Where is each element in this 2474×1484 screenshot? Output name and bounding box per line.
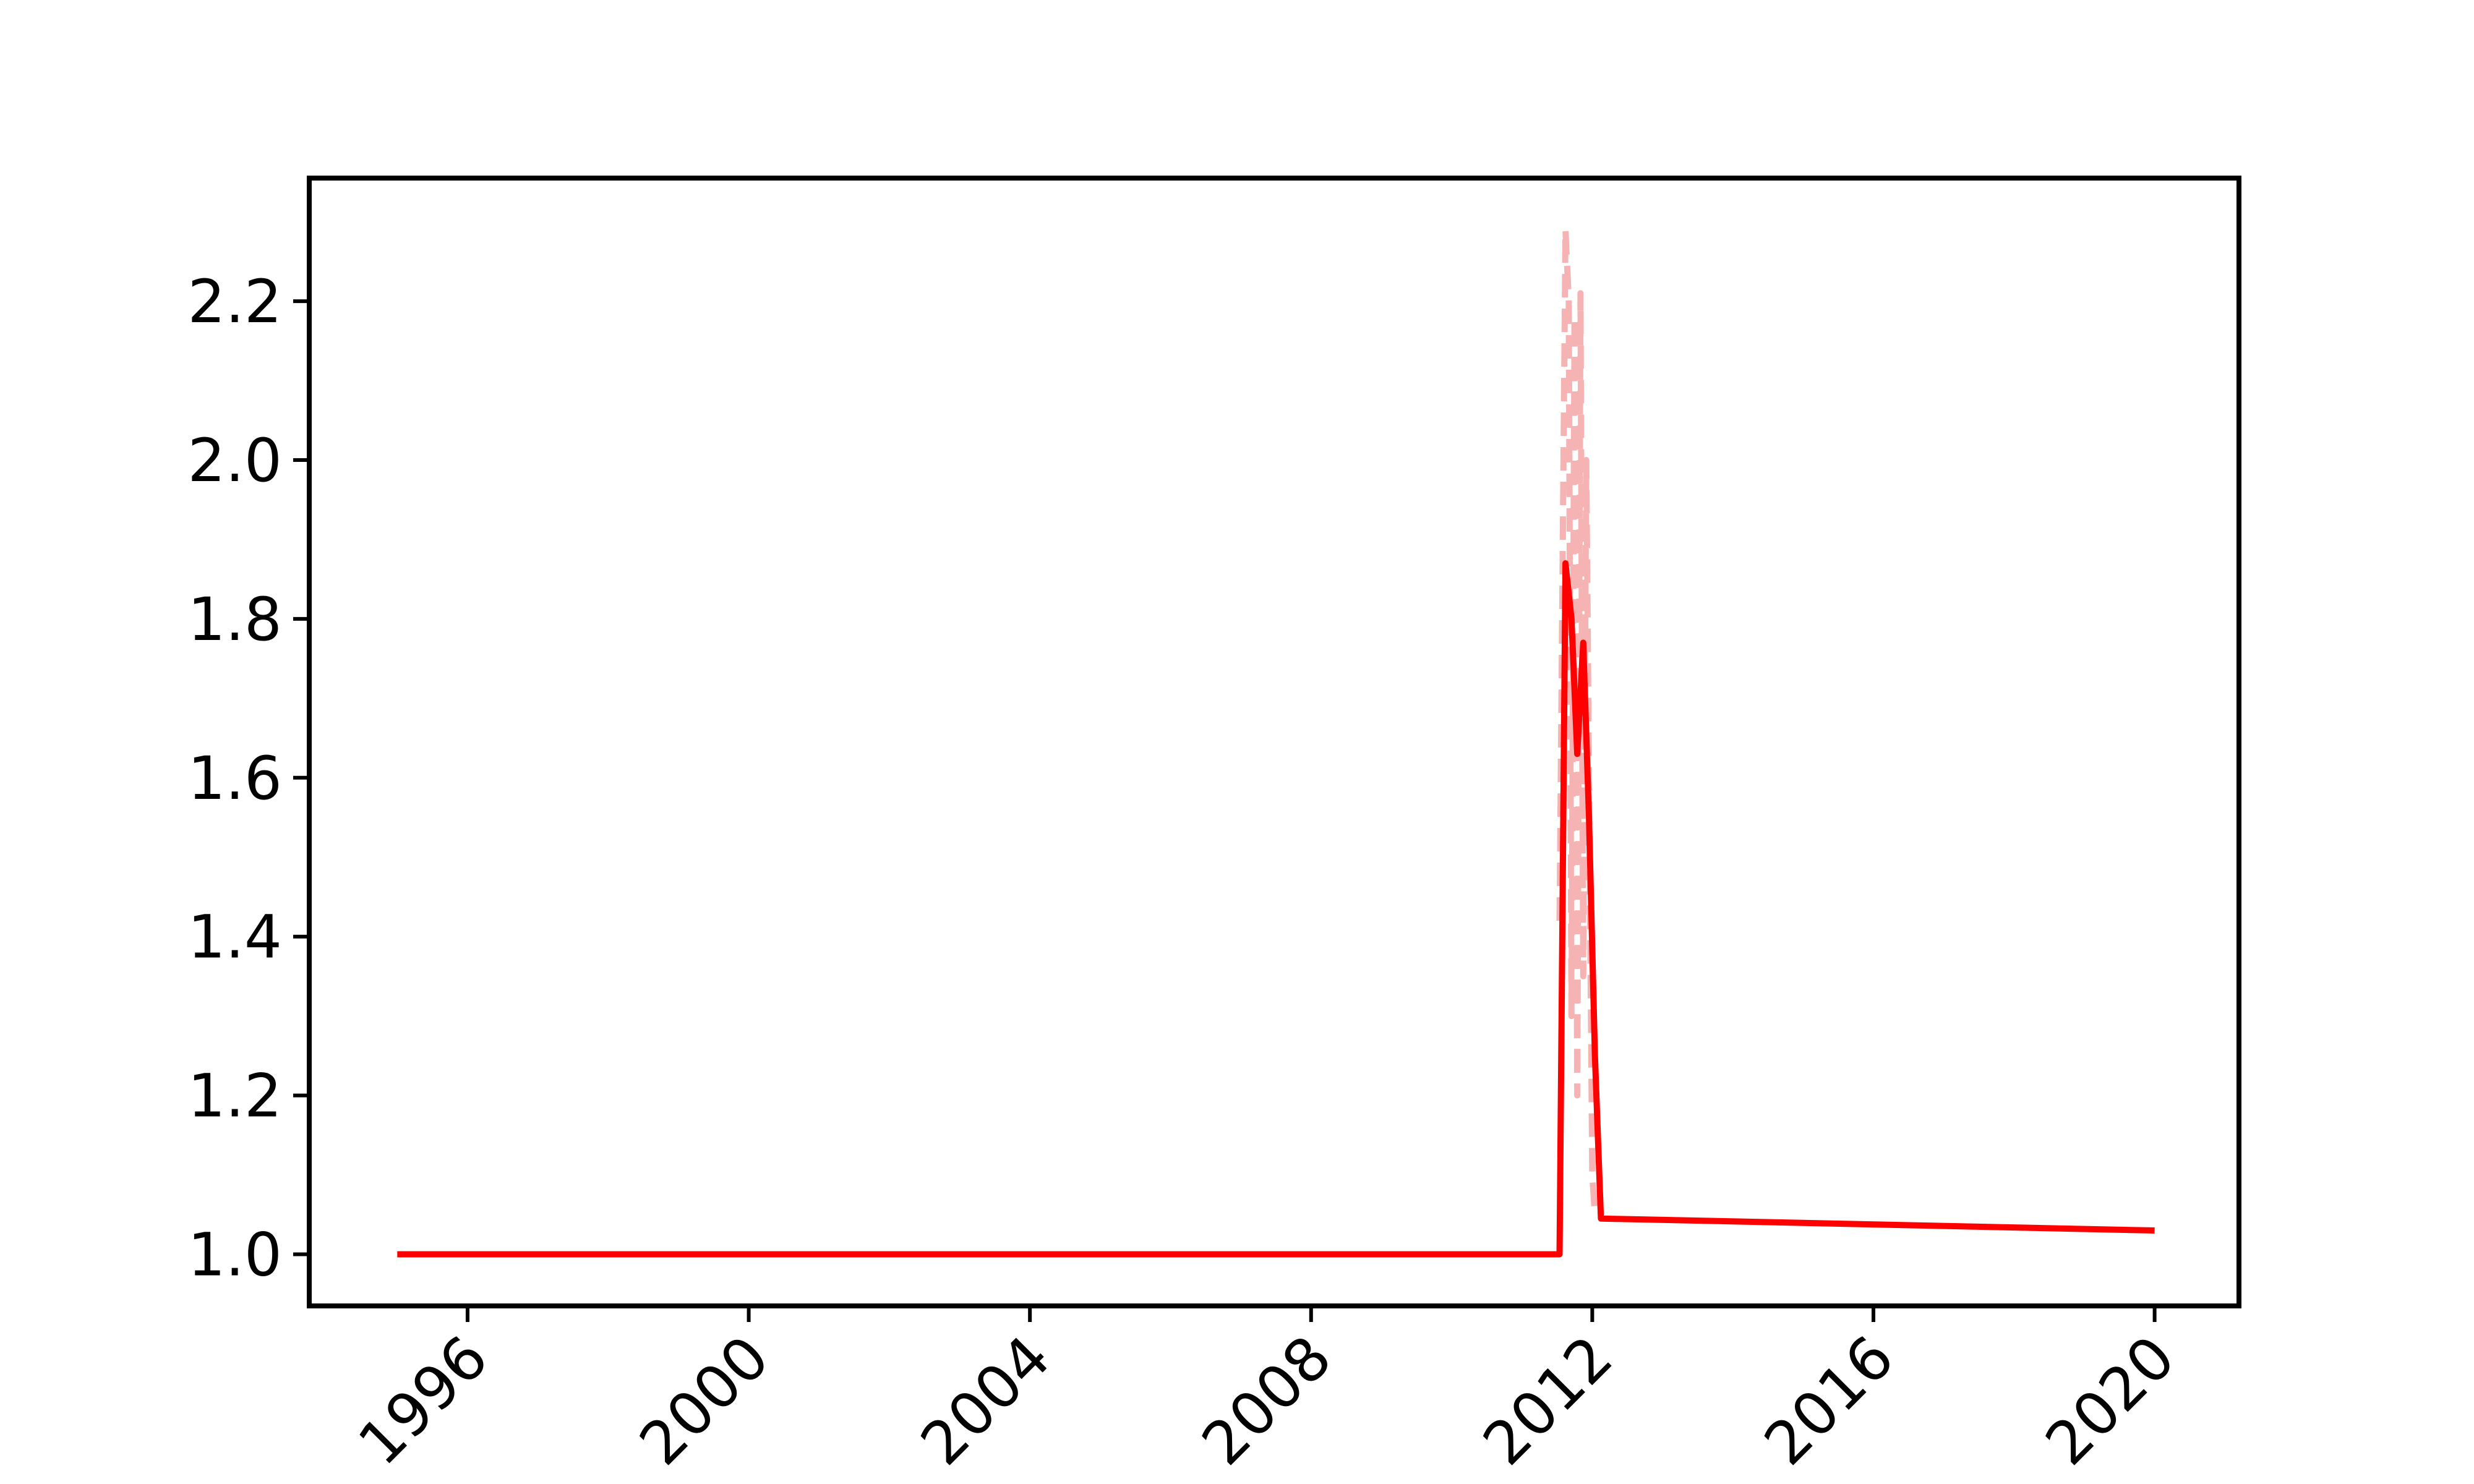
plot-area-frame xyxy=(307,176,2241,1308)
solid-series-line xyxy=(397,560,2155,1258)
y-axis: 1.0 1.2 1.4 1.6 1.8 2.0 2.2 xyxy=(187,267,309,1290)
y-tick-label: 2.2 xyxy=(187,267,282,336)
series-layer xyxy=(397,226,2155,1258)
y-tick-label: 1.6 xyxy=(187,744,282,813)
y-tick-label: 1.4 xyxy=(187,903,282,972)
y-tick-label: 1.0 xyxy=(187,1221,282,1290)
y-tick-label: 2.0 xyxy=(187,426,282,495)
y-tick-label: 1.8 xyxy=(187,585,282,654)
y-tick-label: 1.2 xyxy=(187,1062,282,1131)
